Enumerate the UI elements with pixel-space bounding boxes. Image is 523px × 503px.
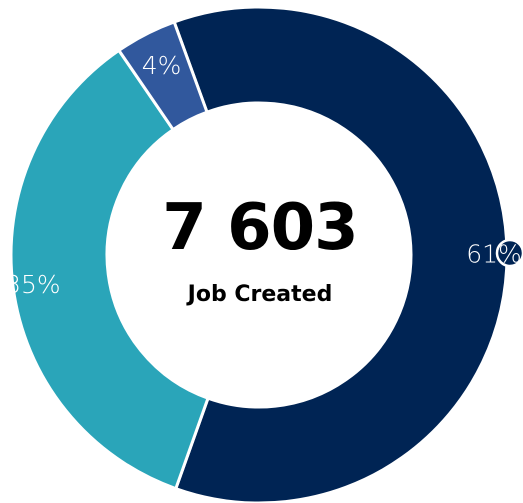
slice-label-1: 61% bbox=[466, 240, 522, 269]
donut-slice-2 bbox=[9, 48, 210, 491]
center-total-label: Job Created bbox=[187, 282, 333, 307]
slice-label-2: 35% bbox=[5, 270, 61, 299]
center-total-value: 7 603 bbox=[162, 191, 358, 265]
slice-label-3: 4% bbox=[142, 51, 182, 80]
donut-slice-3 bbox=[116, 20, 209, 132]
ring-end-marker bbox=[495, 238, 523, 268]
